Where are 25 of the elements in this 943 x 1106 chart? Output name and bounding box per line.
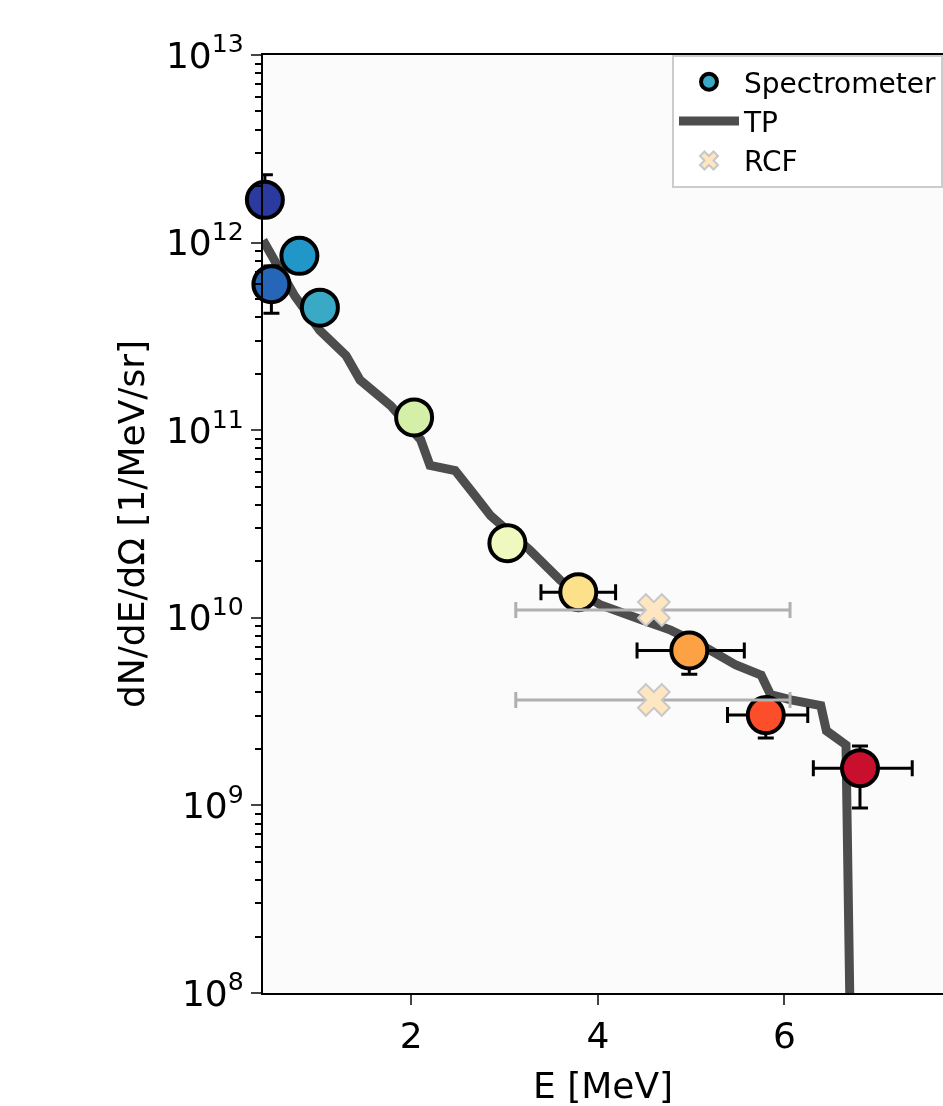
- legend-label: TP: [743, 106, 778, 140]
- point: [637, 683, 671, 717]
- x-tick-label: 2: [399, 1015, 423, 1057]
- point: [299, 287, 340, 328]
- point: [840, 748, 880, 789]
- y-tick-label: 10$^{13}$: [165, 29, 244, 76]
- y-axis-title: dN/dE/dΩ [1/MeV/sr]: [111, 339, 153, 709]
- point: [637, 593, 671, 627]
- point: [487, 523, 528, 564]
- y-tick-label: 10$^{8}$: [181, 967, 244, 1014]
- y-tick-label: 10$^{10}$: [165, 592, 244, 639]
- y-tick-label: 10$^{12}$: [165, 217, 244, 264]
- point: [394, 397, 435, 438]
- y-tick-label: 10$^{9}$: [181, 779, 244, 826]
- legend-label: RCF: [744, 145, 798, 179]
- legend-label: Spectrometer: [744, 66, 936, 100]
- point: [244, 179, 285, 220]
- x-tick-label: 6: [772, 1015, 796, 1057]
- x-axis-title: E [MeV]: [532, 1065, 674, 1106]
- point: [279, 235, 320, 276]
- point: [669, 630, 710, 671]
- point: [745, 695, 786, 736]
- x-tick-label: 4: [586, 1015, 610, 1057]
- point: [251, 264, 292, 305]
- y-tick-label: 10$^{11}$: [165, 404, 244, 451]
